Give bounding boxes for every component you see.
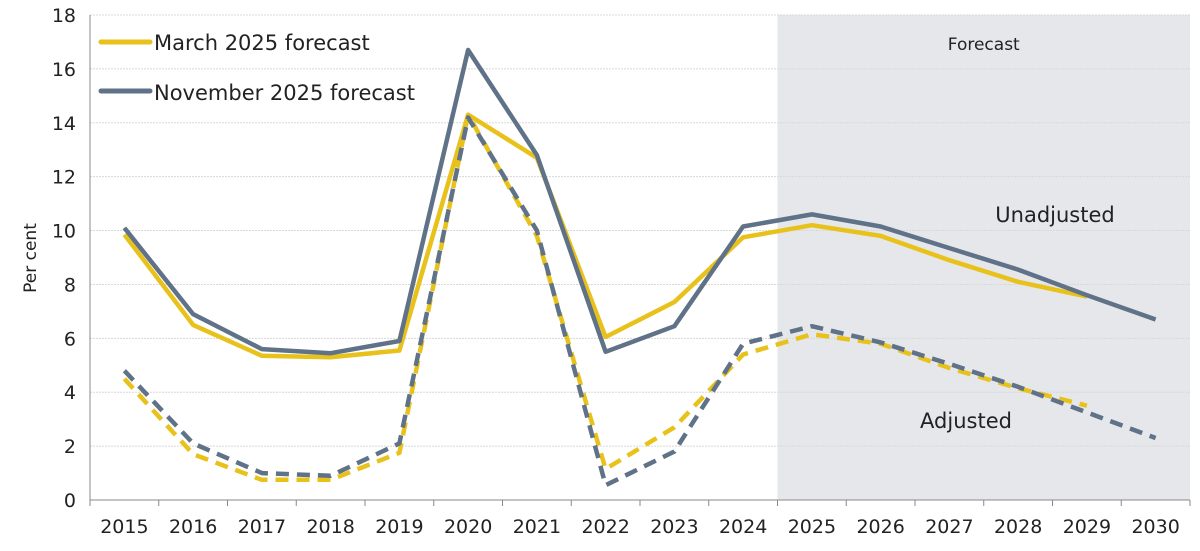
legend-label-november: November 2025 forecast: [154, 81, 415, 105]
y-tick-label: 16: [52, 59, 76, 81]
legend: March 2025 forecast November 2025 foreca…: [98, 31, 415, 105]
x-tick-label: 2015: [100, 516, 148, 538]
x-tick-label: 2025: [788, 516, 836, 538]
series-line-adjusted-march: [122, 112, 1088, 483]
y-tick-label: 0: [64, 490, 76, 512]
y-tick-label: 6: [64, 328, 76, 350]
x-tick-label: 2029: [1063, 516, 1111, 538]
x-tick-label: 2027: [925, 516, 973, 538]
y-tick-label: 14: [52, 113, 76, 135]
y-tick-label: 10: [52, 221, 76, 243]
y-tick-label: 8: [64, 274, 76, 296]
series-line-unadjusted-november: [122, 47, 1157, 356]
unadjusted-annotation: Unadjusted: [995, 203, 1114, 227]
adjusted-annotation: Adjusted: [920, 409, 1012, 433]
x-tick-label: 2030: [1131, 516, 1179, 538]
y-axis-label: Per cent: [21, 223, 41, 293]
x-tick-label: 2028: [994, 516, 1042, 538]
series-line-unadjusted-march: [122, 112, 1088, 360]
y-tick-label: 4: [64, 382, 76, 404]
x-tick-label: 2022: [581, 516, 629, 538]
x-tick-label: 2020: [444, 516, 492, 538]
y-tick-label: 2: [64, 436, 76, 458]
y-tick-label: 18: [52, 5, 76, 27]
y-tick-label: 12: [52, 167, 76, 189]
forecast-label: Forecast: [948, 35, 1020, 55]
x-tick-label: 2017: [238, 516, 286, 538]
x-tick-label: 2026: [856, 516, 904, 538]
x-tick-label: 2023: [650, 516, 698, 538]
x-tick-label: 2021: [513, 516, 561, 538]
series-line-adjusted-november: [122, 115, 1157, 488]
x-tick-label: 2018: [306, 516, 354, 538]
x-tick-label: 2024: [719, 516, 767, 538]
x-tick-label: 2016: [169, 516, 217, 538]
x-tick-label: 2019: [375, 516, 423, 538]
legend-label-march: March 2025 forecast: [154, 31, 370, 55]
